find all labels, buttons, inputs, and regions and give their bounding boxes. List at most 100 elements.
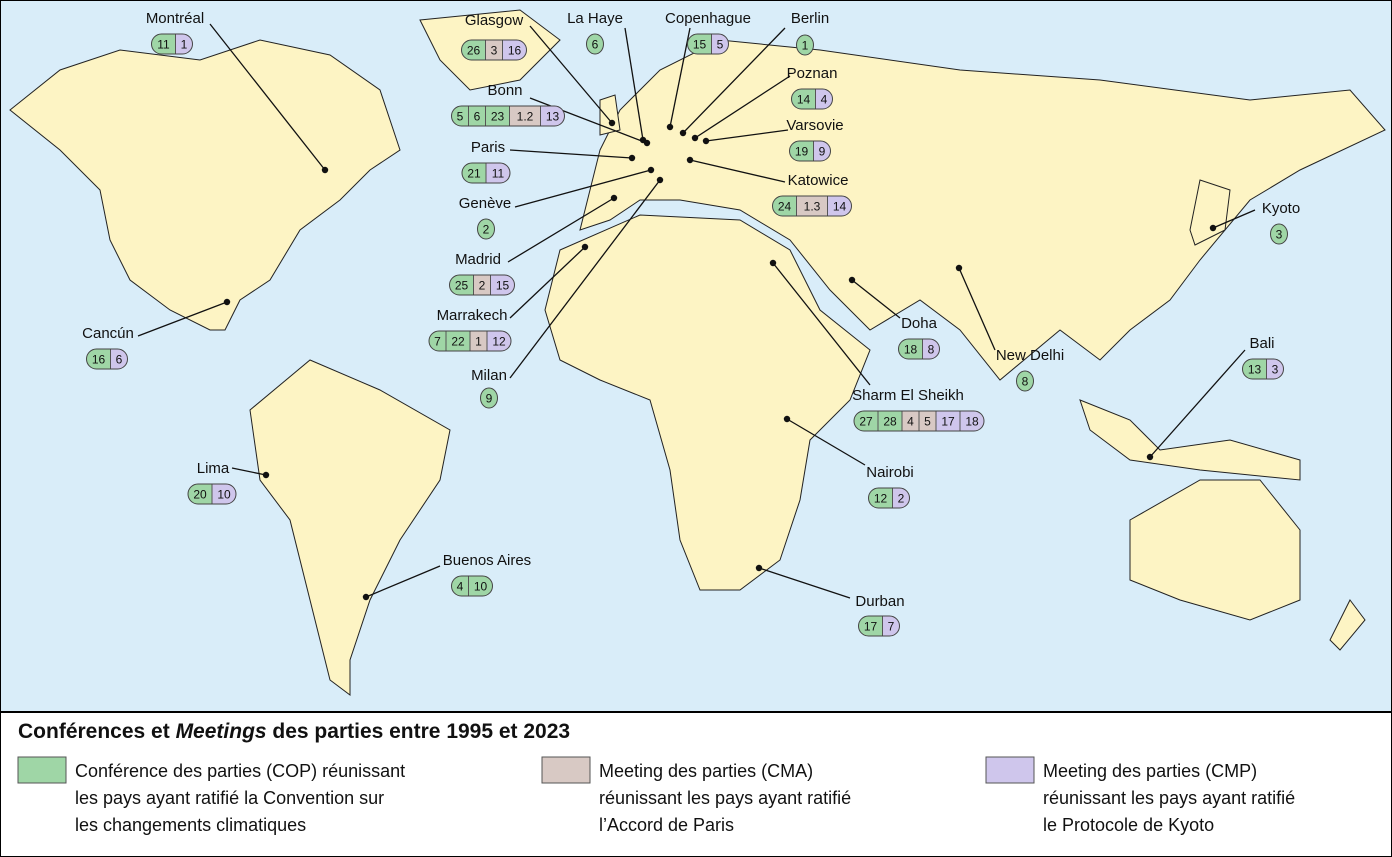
badge-number: 19: [795, 145, 809, 159]
city-label: Katowice: [788, 172, 849, 189]
leader-line: [624, 27, 644, 141]
city-label: Sharm El Sheikh: [852, 387, 964, 404]
legend-swatch: [541, 756, 591, 784]
badge-segment: [1266, 359, 1284, 379]
city-label: Berlin: [791, 10, 829, 27]
badge-number: 5: [717, 38, 724, 52]
leader-line: [694, 75, 791, 139]
city-pin: [647, 166, 655, 174]
city-label: Genève: [459, 195, 512, 212]
badge-number: 3: [1272, 363, 1279, 377]
north-america: [9, 39, 401, 331]
legend-title-part: Meetings: [176, 720, 267, 743]
city-pin: [362, 593, 370, 601]
legend-text: Conférence des parties (COP) réunissant: [75, 761, 405, 781]
city-pin: [262, 471, 270, 479]
badge-number: 17: [941, 415, 955, 429]
badge-number: 8: [1022, 375, 1029, 389]
badge: [772, 196, 852, 216]
legend-title-part: Conférences et: [18, 720, 176, 743]
leader-line: [1212, 209, 1256, 229]
badge: [687, 34, 729, 54]
badge-number: 15: [693, 38, 707, 52]
badge-number: 16: [508, 44, 522, 58]
badge-number: 14: [833, 200, 847, 214]
city-pin: [581, 243, 589, 251]
badge-number: 27: [859, 415, 873, 429]
badge: [480, 388, 498, 408]
badge: [429, 331, 511, 351]
badge-segment: [486, 331, 511, 351]
badge-outline: [796, 34, 814, 56]
badge-segment: [540, 106, 565, 126]
badge-segment: [477, 219, 495, 239]
city-pin: [666, 123, 674, 131]
badge-segment: [1270, 224, 1288, 244]
city-label: Paris: [471, 139, 505, 156]
badge: [1270, 224, 1288, 244]
badge-segment: [468, 576, 493, 596]
city-pin: [608, 119, 616, 127]
badge-number: 10: [217, 488, 231, 502]
leader-line: [231, 467, 267, 476]
badge-outline: [772, 195, 852, 217]
badge-segment: [480, 388, 498, 408]
south-america: [249, 359, 451, 696]
badge-outline: [428, 330, 512, 352]
badge-number: 7: [434, 335, 441, 349]
badge-outline: [1270, 223, 1288, 245]
city-label: La Haye: [567, 10, 623, 27]
badge-outline: [480, 387, 498, 409]
badge-number: 5: [924, 415, 931, 429]
badge: [151, 34, 193, 54]
city-pin: [848, 276, 856, 284]
city-pin: [643, 139, 651, 147]
badge-number: 20: [193, 488, 207, 502]
badge-segment: [490, 275, 515, 295]
badge-number: 21: [467, 167, 481, 181]
city-pin: [769, 259, 777, 267]
city-label: Glasgow: [465, 12, 524, 29]
leader-line: [689, 159, 786, 183]
legend-swatch: [985, 756, 1035, 784]
city-label: Varsovie: [786, 117, 843, 134]
legend-title: Conférences et Meetings des parties entr…: [18, 720, 570, 743]
badge-number: 24: [778, 200, 792, 214]
city-pin: [1209, 224, 1217, 232]
badge-segment: [796, 35, 814, 55]
badge-number: 2: [479, 279, 486, 293]
legend-text: les changements climatiques: [75, 815, 306, 835]
badge-number: 11: [157, 38, 170, 52]
legend-text: Meeting des parties (CMA): [599, 761, 813, 781]
city-label: Poznan: [787, 65, 838, 82]
badge-number: 18: [965, 415, 979, 429]
city-pin: [1146, 453, 1154, 461]
badge: [462, 163, 510, 183]
city-pin: [702, 137, 710, 145]
leader-line: [509, 246, 586, 319]
indonesia: [1079, 399, 1301, 481]
badge-segment: [711, 34, 729, 54]
city-pin: [656, 176, 664, 184]
badge: [449, 275, 515, 295]
badge-outline: [477, 218, 495, 240]
badge-number: 16: [92, 353, 106, 367]
badge-outline: [791, 88, 833, 110]
badge-number: 23: [491, 110, 505, 124]
leader-line: [529, 25, 613, 124]
badge-number: 6: [116, 353, 123, 367]
badge-segment: [922, 339, 940, 359]
badge: [868, 488, 910, 508]
legend-text: réunissant les pays ayant ratifié: [599, 788, 851, 808]
city-label: Bali: [1249, 335, 1274, 352]
badge-segment: [813, 141, 831, 161]
badge-segment: [959, 411, 984, 431]
city-pin: [686, 156, 694, 164]
badge: [796, 35, 814, 55]
city-label: Lima: [197, 460, 230, 477]
leader-line: [514, 169, 652, 208]
badge-outline: [586, 33, 604, 55]
city-label: Kyoto: [1262, 200, 1300, 217]
badge-outline: [868, 487, 910, 509]
